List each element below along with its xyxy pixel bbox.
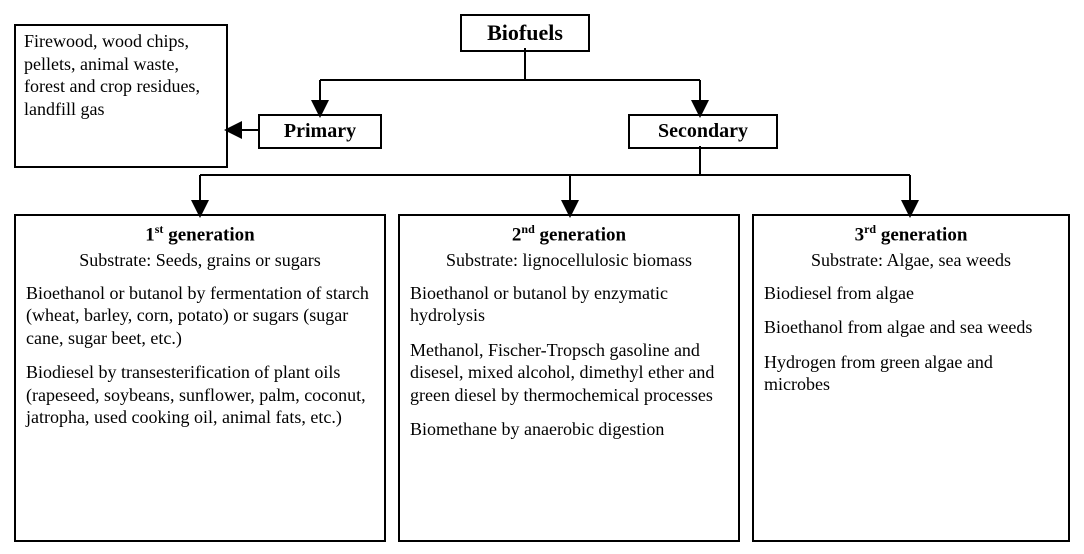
- gen3-title: 3rd generation: [764, 222, 1058, 247]
- node-primary-detail-text: Firewood, wood chips, pellets, animal wa…: [24, 31, 200, 119]
- node-biofuels-label: Biofuels: [487, 20, 563, 45]
- node-gen1: 1st generation Substrate: Seeds, grains …: [14, 214, 386, 542]
- node-secondary-label: Secondary: [658, 120, 748, 142]
- node-primary: Primary: [258, 114, 382, 149]
- gen2-title: 2nd generation: [410, 222, 728, 247]
- gen3-item-2: Hydrogen from green algae and microbes: [764, 351, 1058, 396]
- node-primary-label: Primary: [284, 120, 356, 142]
- gen2-substrate: Substrate: lignocellulosic biomass: [410, 249, 728, 272]
- gen3-item-1: Bioethanol from algae and sea weeds: [764, 316, 1058, 339]
- node-biofuels: Biofuels: [460, 14, 590, 52]
- gen2-item-1: Methanol, Fischer-Tropsch gasoline and d…: [410, 339, 728, 407]
- gen1-item-1: Biodiesel by transesterification of plan…: [26, 361, 374, 429]
- node-primary-detail: Firewood, wood chips, pellets, animal wa…: [14, 24, 228, 168]
- gen2-item-2: Biomethane by anaerobic digestion: [410, 418, 728, 441]
- gen1-item-0: Bioethanol or butanol by fermentation of…: [26, 282, 374, 350]
- node-gen3: 3rd generation Substrate: Algae, sea wee…: [752, 214, 1070, 542]
- node-gen2: 2nd generation Substrate: lignocellulosi…: [398, 214, 740, 542]
- gen1-substrate: Substrate: Seeds, grains or sugars: [26, 249, 374, 272]
- gen3-item-0: Biodiesel from algae: [764, 282, 1058, 305]
- node-secondary: Secondary: [628, 114, 778, 149]
- gen3-substrate: Substrate: Algae, sea weeds: [764, 249, 1058, 272]
- gen1-title: 1st generation: [26, 222, 374, 247]
- gen2-item-0: Bioethanol or butanol by enzymatic hydro…: [410, 282, 728, 327]
